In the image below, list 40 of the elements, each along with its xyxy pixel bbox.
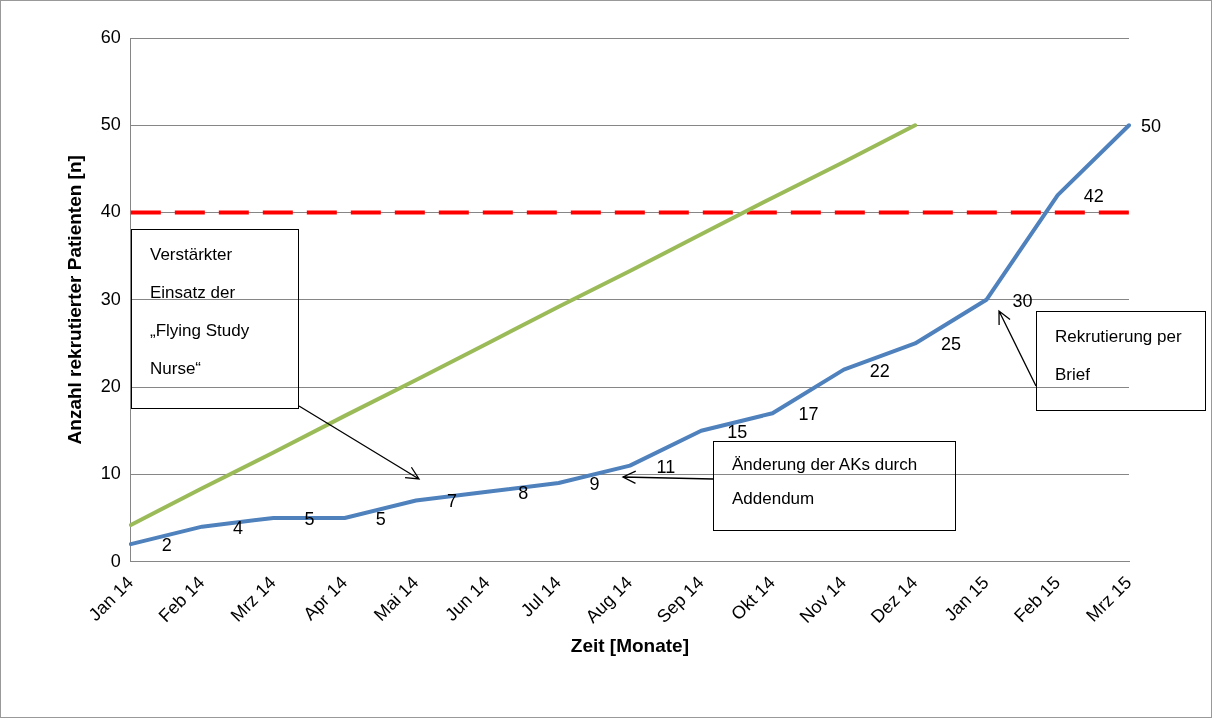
y-axis-title: Anzahl rekrutierter Patienten [n] <box>63 155 85 445</box>
x-tick-label: Mrz 15 <box>1082 572 1136 626</box>
x-tick-label: Feb 14 <box>154 572 209 627</box>
data-label: 2 <box>161 535 172 556</box>
data-label: 25 <box>941 334 962 355</box>
x-tick-label: Sep 14 <box>653 572 708 627</box>
y-tick-label: 40 <box>100 201 121 222</box>
x-tick-label: Jan 14 <box>84 572 138 625</box>
x-tick-label: Jan 15 <box>940 572 993 625</box>
x-tick-label: Dez 14 <box>866 572 922 627</box>
data-label: 22 <box>869 360 890 381</box>
y-tick-label: 60 <box>100 26 121 47</box>
x-axis-title: Zeit [Monate] <box>570 634 690 656</box>
data-label: 17 <box>798 404 819 425</box>
x-tick-label: Apr 14 <box>299 572 352 625</box>
y-tick-label: 30 <box>100 288 121 309</box>
data-label: 11 <box>656 456 676 477</box>
y-tick-label: 20 <box>100 376 121 397</box>
data-label: 30 <box>1012 290 1033 311</box>
x-tick-label: Okt 14 <box>727 572 779 625</box>
x-tick-label: Aug 14 <box>581 572 637 627</box>
x-tick-label: Mrz 14 <box>226 572 280 626</box>
annotation: Änderung der AKs durch Addendum <box>713 441 956 531</box>
annotation: Rekrutierung per Brief <box>1036 311 1206 411</box>
data-label: 50 <box>1141 116 1162 137</box>
x-tick-label: Jul 14 <box>516 572 565 621</box>
y-tick-label: 50 <box>100 114 121 135</box>
annotation: Verstärkter Einsatz der „Flying Study Nurse“ <box>131 229 299 409</box>
data-label: 9 <box>589 474 600 495</box>
data-label: 4 <box>233 517 244 538</box>
data-label: 8 <box>518 482 529 503</box>
x-tick-label: Mai 14 <box>370 572 423 625</box>
x-tick-label: Nov 14 <box>795 572 851 627</box>
x-tick-label: Feb 15 <box>1010 572 1065 627</box>
y-tick-label: 10 <box>100 463 121 484</box>
y-tick-label: 0 <box>110 550 121 571</box>
x-tick-label: Jun 14 <box>441 572 494 625</box>
data-label: 5 <box>375 508 386 529</box>
data-label: 15 <box>727 421 748 442</box>
data-label: 42 <box>1083 186 1104 207</box>
